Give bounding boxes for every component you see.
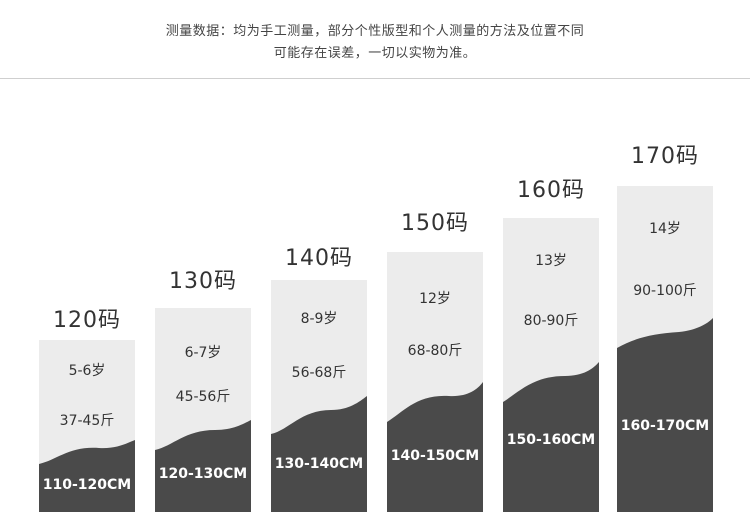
size-column-150: 150码 12岁 68-80斤 140-150CM [387,0,483,530]
size-card: 14岁 90-100斤 160-170CM [617,186,713,512]
size-card: 12岁 68-80斤 140-150CM [387,252,483,512]
age-range: 13岁 [535,253,567,269]
weight-range: 80-90斤 [523,313,579,329]
size-card: 13岁 80-90斤 150-160CM [503,218,599,512]
size-column-120: 120码 5-6岁 37-45斤 110-120CM [39,0,135,530]
size-column-170: 170码 14岁 90-100斤 160-170CM [617,0,713,530]
age-range: 14岁 [649,221,681,237]
size-label: 170码 [631,144,699,169]
size-card: 5-6岁 37-45斤 110-120CM [39,340,135,512]
weight-range: 90-100斤 [633,283,697,299]
measurement-note-line1: 测量数据：均为手工测量，部分个性版型和个人测量的方法及位置不同 [165,24,585,39]
size-label: 160码 [517,178,585,203]
age-range: 12岁 [419,291,451,307]
size-column-140: 140码 8-9岁 56-68斤 130-140CM [271,0,367,530]
height-band [617,318,713,512]
height-band [39,440,135,512]
height-band [503,362,599,512]
header-divider [0,78,750,79]
age-range: 6-7岁 [184,345,222,361]
height-range: 110-120CM [42,477,132,493]
size-card: 8-9岁 56-68斤 130-140CM [271,280,367,512]
size-label: 120码 [53,308,121,333]
size-label: 150码 [401,211,469,236]
size-label: 130码 [169,269,237,294]
weight-range: 68-80斤 [407,343,463,359]
weight-range: 56-68斤 [291,365,347,381]
age-range: 5-6岁 [68,363,106,379]
height-range: 150-160CM [506,432,596,448]
height-range: 140-150CM [390,448,480,464]
weight-range: 45-56斤 [175,389,231,405]
size-column-160: 160码 13岁 80-90斤 150-160CM [503,0,599,530]
size-card: 6-7岁 45-56斤 120-130CM [155,308,251,512]
height-range: 160-170CM [620,418,710,434]
height-range: 120-130CM [158,466,248,482]
height-band [155,420,251,512]
size-column-130: 130码 6-7岁 45-56斤 120-130CM [155,0,251,530]
height-band [271,396,367,512]
height-band [387,382,483,512]
weight-range: 37-45斤 [59,413,115,429]
height-range: 130-140CM [274,456,364,472]
measurement-note-line2: 可能存在误差，一切以实物为准。 [273,46,477,61]
age-range: 8-9岁 [300,311,338,327]
size-label: 140码 [285,246,353,271]
